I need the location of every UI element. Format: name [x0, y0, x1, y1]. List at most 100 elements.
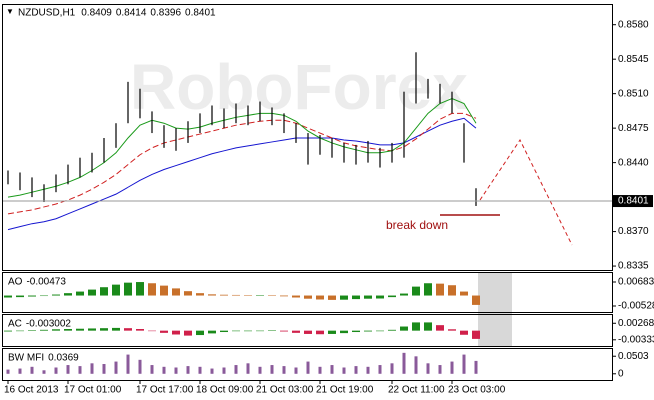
x-tick-label: 23 Oct 03:00: [448, 385, 506, 396]
osc-bar: [436, 325, 444, 331]
osc-bar: [16, 330, 24, 332]
mfi-bar: [114, 361, 118, 374]
osc-bar: [256, 295, 264, 296]
ohlc-value: 0.8409: [81, 8, 112, 19]
mfi-bar: [6, 369, 10, 374]
indicator-label: BW MFI: [8, 353, 44, 364]
mfi-bar: [270, 365, 274, 374]
osc-bar: [160, 330, 168, 333]
mfi-bar: [426, 363, 430, 374]
mfi-bar: [366, 366, 370, 374]
y-tick-label: 0.8545: [618, 54, 649, 65]
osc-bar: [124, 282, 132, 296]
osc-bar: [412, 322, 420, 331]
osc-bar: [436, 283, 444, 296]
y-tick-label: 0.8440: [618, 157, 649, 168]
osc-bar: [376, 295, 384, 299]
osc-bar: [244, 295, 252, 296]
osc-bar: [352, 295, 360, 300]
mfi-bar: [390, 363, 394, 374]
x-tick-label: 21 Oct 03:00: [256, 385, 314, 396]
osc-bar: [220, 330, 228, 333]
osc-bar: [136, 329, 144, 331]
osc-bar: [100, 328, 108, 331]
osc-bar: [124, 328, 132, 331]
title-arrow: ▼: [6, 7, 14, 16]
ac-panel: [2, 314, 613, 347]
osc-bar: [88, 328, 96, 331]
osc-bar: [304, 295, 312, 299]
osc-bar: [280, 295, 288, 297]
osc-bar: [28, 295, 36, 297]
mfi-bar: [30, 366, 34, 374]
x-tick-label: 18 Oct 09:00: [196, 385, 254, 396]
osc-bar: [328, 295, 336, 300]
osc-bar: [268, 295, 276, 296]
osc-bar: [292, 295, 300, 298]
mfi-bar: [42, 370, 46, 374]
mfi-bar: [402, 352, 406, 374]
osc-bar: [40, 295, 48, 297]
indicator-label: AO: [8, 277, 23, 288]
y-tick-label: 0.8510: [618, 88, 649, 99]
mfi-bar: [258, 366, 262, 374]
osc-bar: [208, 330, 216, 334]
osc-bar: [316, 330, 324, 335]
mfi-bar: [306, 361, 310, 374]
osc-bar: [400, 326, 408, 331]
osc-bar: [364, 330, 372, 332]
y-tick-label: 0.8475: [618, 123, 649, 134]
indicator-value: -0.003002: [26, 319, 71, 330]
osc-bar: [112, 327, 120, 331]
osc-bar: [76, 291, 84, 296]
x-tick-label: 17 Oct 17:00: [136, 385, 194, 396]
mfi-bar: [234, 365, 238, 374]
ohlc-value: 0.8401: [185, 8, 216, 19]
osc-bar: [100, 287, 108, 296]
y-tick-label: 0: [618, 368, 624, 379]
mfi-bar: [138, 359, 142, 374]
mfi-bar: [18, 368, 22, 374]
osc-bar: [28, 330, 36, 331]
y-tick-label: -0.00333: [618, 334, 654, 345]
x-tick-label: 21 Oct 19:00: [316, 385, 374, 396]
mfi-bar: [342, 367, 346, 374]
osc-bar: [64, 293, 72, 296]
osc-bar: [112, 284, 120, 296]
osc-bar: [460, 291, 468, 296]
y-tick-label: 0.8370: [618, 226, 649, 237]
osc-bar: [304, 330, 312, 334]
osc-bar: [388, 329, 396, 331]
osc-bar: [268, 330, 276, 331]
osc-bar: [448, 329, 456, 331]
mfi-bar: [438, 365, 442, 374]
mfi-bar: [282, 366, 286, 374]
osc-bar: [352, 330, 360, 333]
indicator-label: AC: [8, 319, 22, 330]
mfi-bar: [330, 365, 334, 374]
osc-bar: [52, 294, 60, 296]
osc-bar: [184, 330, 192, 336]
mfi-panel: [2, 348, 613, 381]
mfi-bar: [66, 365, 70, 374]
osc-bar: [52, 329, 60, 331]
osc-bar: [220, 294, 228, 296]
indicator-value: 0.0369: [48, 353, 79, 364]
osc-bar: [256, 330, 264, 332]
mfi-bar: [414, 356, 418, 374]
mfi-bar: [222, 367, 226, 374]
y-tick-label: 0.00683: [618, 277, 654, 288]
osc-bar: [472, 330, 480, 339]
y-tick-label: 0.0503: [618, 351, 649, 362]
osc-bar: [208, 294, 216, 296]
mfi-bar: [186, 366, 190, 374]
osc-bar: [148, 283, 156, 296]
current-price-box: [613, 195, 653, 208]
y-tick-label: 0.8335: [618, 261, 649, 272]
moving-average: [7, 117, 477, 231]
chart-title: NZDUSD,H1: [18, 8, 76, 19]
mfi-bar: [210, 368, 214, 374]
mfi-bar: [354, 366, 358, 374]
osc-bar: [328, 330, 336, 334]
